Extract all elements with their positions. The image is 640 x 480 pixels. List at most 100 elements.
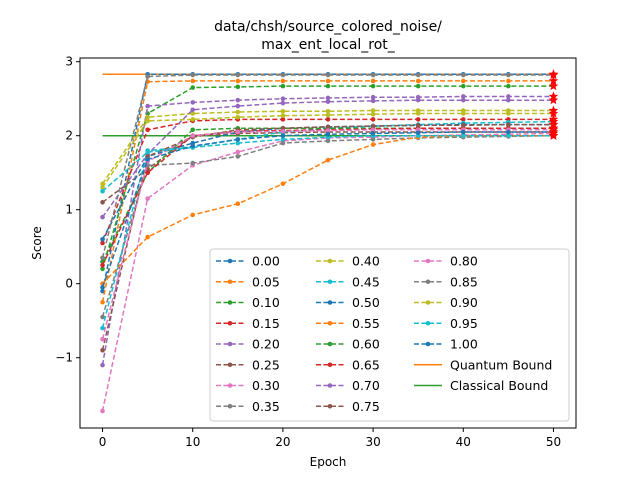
legend-swatch-point-12 [327, 341, 333, 347]
series-point-17-5 [325, 72, 331, 78]
series-point-7-3 [235, 154, 241, 159]
series-point-15-8 [460, 123, 466, 128]
series-point-13-0 [100, 262, 105, 268]
series-point-18-0 [100, 185, 105, 190]
legend-label-16: 0.80 [450, 254, 478, 269]
series-point-1-5 [325, 78, 331, 84]
end-marker-2 [548, 81, 559, 91]
series-point-1-4 [280, 78, 286, 84]
series-point-16-4 [280, 128, 286, 134]
y-tick-label-2: 1 [65, 203, 73, 217]
legend-label-14: 0.70 [352, 378, 380, 393]
legend-label-17: 0.85 [450, 274, 478, 289]
series-point-20-7 [415, 130, 421, 136]
series-point-12-2 [190, 127, 196, 133]
x-tick-label-4: 40 [456, 435, 471, 449]
legend-swatch-point-19 [425, 320, 431, 326]
series-point-20-1 [145, 157, 150, 162]
series-point-2-5 [325, 83, 331, 89]
series-point-11-5 [325, 157, 331, 163]
legend-swatch-point-7 [227, 403, 233, 409]
legend-swatch-point-17 [425, 279, 431, 285]
legend-label-9: 0.45 [352, 274, 380, 289]
series-point-14-3 [235, 103, 241, 109]
series-point-3-8 [460, 117, 466, 122]
series-point-10-0 [100, 237, 105, 242]
legend-label-13: 0.65 [352, 357, 380, 372]
series-point-20-3 [235, 137, 241, 142]
series-point-20-0 [100, 285, 105, 290]
series-point-2-4 [280, 83, 286, 89]
legend-swatch-point-11 [327, 320, 333, 326]
series-point-14-5 [325, 99, 331, 104]
series-point-3-1 [145, 127, 150, 133]
series-point-4-5 [325, 95, 331, 101]
series-point-2-8 [460, 83, 466, 89]
series-point-11-3 [235, 201, 241, 207]
series-point-14-4 [280, 100, 286, 106]
series-line-17 [101, 74, 554, 258]
series-point-19-4 [280, 137, 286, 142]
series-point-18-2 [190, 117, 196, 122]
legend-swatch-point-4 [227, 341, 233, 347]
series-point-15-9 [506, 122, 511, 127]
legend-label-21: Quantum Bound [450, 357, 552, 372]
y-tick-label-4: 3 [65, 55, 73, 69]
legend-box [209, 248, 570, 422]
series-point-2-3 [235, 84, 241, 90]
series-point-17-4 [280, 72, 286, 78]
series-point-6-3 [235, 149, 241, 155]
series-point-20-2 [190, 143, 196, 149]
series-point-1-7 [415, 78, 421, 84]
series-point-1-8 [460, 78, 466, 84]
series-point-19-8 [460, 133, 466, 138]
legend-label-4: 0.20 [252, 337, 280, 352]
legend-swatch-point-16 [425, 258, 431, 264]
legend-label-8: 0.40 [352, 254, 380, 269]
x-tick-label-0: 0 [99, 435, 107, 449]
series-point-17-6 [370, 72, 376, 78]
series-point-19-1 [145, 149, 150, 155]
legend-swatch-point-6 [227, 383, 233, 388]
series-point-3-0 [100, 240, 105, 246]
legend-swatch-point-14 [327, 383, 333, 388]
series-point-14-9 [506, 97, 511, 103]
series-point-17-0 [100, 255, 105, 261]
legend-swatch-point-2 [227, 300, 233, 305]
series-point-16-6 [370, 127, 376, 133]
series-point-15-7 [415, 123, 421, 128]
plot-frame [79, 57, 577, 429]
y-tick-label-3: 2 [65, 129, 73, 143]
legend-swatch-point-15 [327, 403, 333, 409]
end-marker-20 [548, 127, 559, 137]
legend-swatch-point-5 [227, 362, 233, 368]
series-point-4-9 [506, 94, 511, 99]
x-tick-label-5: 50 [546, 435, 561, 449]
series-point-4-1 [145, 103, 150, 109]
series-point-2-9 [506, 83, 511, 89]
legend-label-5: 0.25 [252, 357, 280, 372]
series-point-8-6 [370, 108, 376, 113]
series-point-2-6 [370, 83, 376, 89]
legend-swatch-point-3 [227, 320, 233, 326]
series-point-3-4 [280, 117, 286, 122]
series-point-3-7 [415, 117, 421, 122]
series-point-20-4 [280, 133, 286, 138]
series-point-18-5 [325, 112, 331, 118]
series-point-18-8 [460, 111, 466, 116]
series-point-20-6 [370, 131, 376, 136]
series-point-8-4 [280, 108, 286, 114]
series-point-19-3 [235, 140, 241, 146]
series-point-13-1 [145, 170, 150, 175]
series-point-20-5 [325, 131, 331, 137]
series-point-1-0 [100, 299, 105, 305]
series-point-4-8 [460, 94, 466, 99]
series-point-4-4 [280, 96, 286, 101]
series-point-8-1 [145, 114, 150, 120]
legend-label-19: 0.95 [450, 316, 478, 331]
legend-label-22: Classical Bound [450, 378, 548, 393]
series-point-4-3 [235, 97, 241, 103]
series-point-17-2 [190, 72, 196, 78]
legend-label-1: 0.05 [252, 274, 280, 289]
